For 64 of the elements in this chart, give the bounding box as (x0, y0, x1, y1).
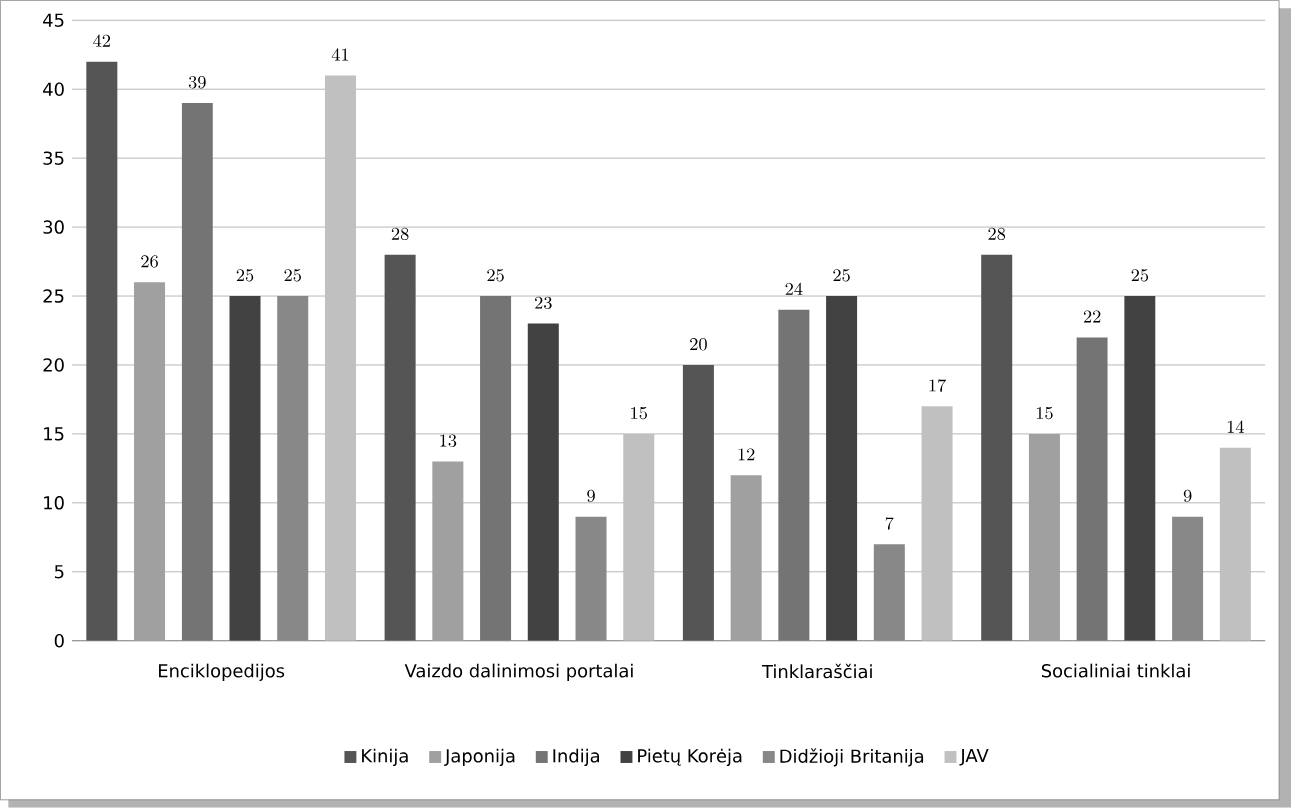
legend-label: Kinija (362, 748, 408, 767)
y-tick-label: 30 (43, 220, 64, 234)
bar (86, 61, 118, 641)
data-label: 15 (1036, 407, 1053, 420)
bar (384, 254, 416, 641)
y-tick-label: 20 (43, 358, 64, 372)
y-tick-label: 10 (44, 496, 64, 510)
bar (778, 309, 810, 641)
data-label: 25 (487, 269, 504, 282)
bar (575, 516, 607, 641)
data-label: 9 (587, 489, 595, 503)
bar (229, 296, 261, 641)
bar (1172, 516, 1204, 641)
data-label: 42 (93, 34, 111, 47)
y-tick-label: 5 (54, 565, 64, 579)
data-label: 23 (535, 296, 552, 310)
bar (873, 544, 905, 641)
data-label: 28 (988, 227, 1006, 241)
y-tick-label: 25 (43, 289, 64, 303)
data-label: 26 (141, 255, 158, 268)
legend-label: Indija (553, 748, 600, 767)
bar (1076, 337, 1108, 641)
data-label: 28 (391, 227, 409, 241)
bar (826, 296, 858, 641)
x-tick-label: Tinklaraščiai (761, 663, 872, 679)
x-tick-label: Socialiniai tinklai (1041, 663, 1190, 678)
bar (324, 75, 356, 641)
data-label: 14 (1227, 420, 1244, 433)
data-label: 12 (738, 448, 755, 461)
legend-label: JAV (959, 749, 989, 766)
data-label: 22 (1083, 310, 1101, 323)
data-label: 25 (236, 269, 254, 282)
data-label: 13 (440, 434, 457, 448)
data-label: 15 (631, 407, 647, 420)
data-label: 20 (690, 338, 707, 351)
y-tick-label: 40 (43, 82, 64, 97)
bar (527, 323, 559, 641)
data-label: 25 (833, 269, 850, 282)
data-label: 7 (885, 517, 894, 530)
x-tick-label: Vaizdo dalinimosi portalai (404, 663, 633, 682)
data-label: 9 (1183, 489, 1192, 503)
y-tick-label: 45 (43, 13, 64, 28)
legend-label: Japonija (444, 748, 515, 767)
bar (623, 434, 655, 641)
data-label: 25 (284, 269, 301, 282)
data-label: 39 (188, 76, 206, 89)
bar (1124, 296, 1156, 641)
bar (277, 296, 309, 641)
data-label: 41 (331, 48, 349, 61)
x-tick-label: Enciklopedijos (159, 663, 285, 682)
y-tick-label: 0 (54, 634, 64, 648)
legend-label: Pietų Korėja (638, 748, 742, 767)
data-label: 25 (1131, 269, 1149, 282)
bar (181, 103, 213, 641)
data-label: 17 (929, 379, 946, 392)
bar (981, 254, 1013, 641)
bar (682, 365, 714, 641)
y-tick-label: 35 (43, 151, 64, 166)
bar (921, 406, 953, 641)
data-label: 24 (785, 282, 803, 295)
bar (480, 296, 512, 641)
bar (1219, 447, 1251, 641)
legend-label: Didžioji Britanija (780, 748, 924, 767)
y-tick-label: 15 (44, 427, 64, 441)
